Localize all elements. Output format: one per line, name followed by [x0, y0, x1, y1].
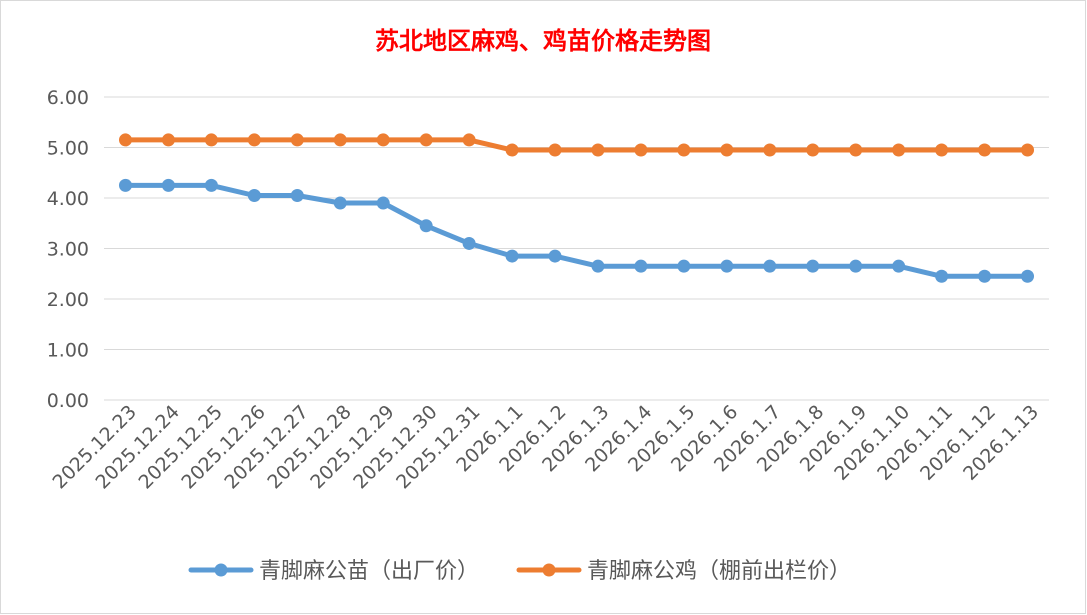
data-point [935, 269, 949, 283]
data-point [505, 249, 519, 263]
data-point [849, 143, 863, 157]
y-tick-label: 2.00 [47, 289, 89, 311]
data-point [591, 259, 605, 273]
data-point [290, 188, 304, 202]
data-point [892, 259, 906, 273]
series-1 [118, 178, 1035, 283]
data-point [935, 143, 949, 157]
data-point [849, 259, 863, 273]
legend-marker [542, 563, 556, 577]
data-point [763, 143, 777, 157]
y-tick-label: 0.00 [47, 390, 89, 412]
legend-label: 青脚麻公苗（出厂价） [259, 559, 479, 584]
data-point [462, 236, 476, 250]
data-point [161, 178, 175, 192]
data-point [419, 219, 433, 233]
data-point [247, 133, 261, 147]
data-point [806, 259, 820, 273]
legend-label: 青脚麻公鸡（棚前出栏价） [587, 559, 851, 584]
data-point [548, 249, 562, 263]
data-point [591, 143, 605, 157]
data-point [1021, 269, 1035, 283]
data-point [892, 143, 906, 157]
data-point [161, 133, 175, 147]
data-point [505, 143, 519, 157]
data-point [634, 143, 648, 157]
data-point [376, 196, 390, 210]
series-lines [118, 133, 1035, 283]
series-2 [118, 133, 1035, 157]
y-tick-label: 6.00 [47, 87, 89, 109]
series-line [123, 137, 1030, 153]
y-tick-label: 5.00 [47, 138, 89, 160]
data-point [548, 143, 562, 157]
legend-entry: 青脚麻公鸡（棚前出栏价） [516, 559, 851, 584]
data-point [763, 259, 777, 273]
y-axis: 0.00 1.00 2.00 3.00 4.00 5.00 6.00 [47, 87, 89, 412]
data-point [677, 143, 691, 157]
data-point [978, 143, 992, 157]
data-point [118, 178, 132, 192]
legend: 青脚麻公苗（出厂价） 青脚麻公鸡（棚前出栏价） [188, 559, 851, 584]
data-point [677, 259, 691, 273]
y-tick-label: 3.00 [47, 239, 89, 261]
data-point [204, 133, 218, 147]
data-point [1021, 143, 1035, 157]
data-point [806, 143, 820, 157]
legend-marker [214, 563, 228, 577]
data-point [376, 133, 390, 147]
data-point [634, 259, 648, 273]
data-point [419, 133, 433, 147]
data-point [333, 133, 347, 147]
data-point [978, 269, 992, 283]
y-tick-label: 1.00 [47, 340, 89, 362]
data-point [720, 143, 734, 157]
data-point [247, 188, 261, 202]
legend-entry: 青脚麻公苗（出厂价） [188, 559, 479, 584]
data-point [290, 133, 304, 147]
chart-title: 苏北地区麻鸡、鸡苗价格走势图 [375, 27, 711, 55]
data-point [333, 196, 347, 210]
data-point [462, 133, 476, 147]
series-line [123, 182, 1030, 279]
data-point [204, 178, 218, 192]
data-point [720, 259, 734, 273]
data-point [118, 133, 132, 147]
y-tick-label: 4.00 [47, 188, 89, 210]
